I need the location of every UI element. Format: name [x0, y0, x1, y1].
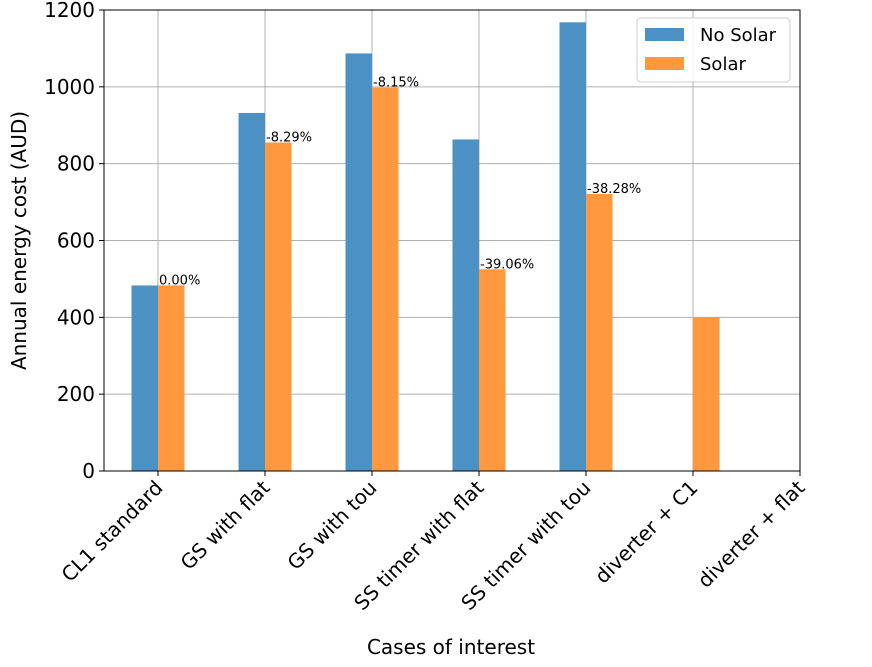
bar-annotation: -39.06% [480, 257, 534, 272]
bar-no-solar [238, 112, 265, 471]
legend-swatch-no-solar [645, 28, 684, 41]
bar-solar [586, 194, 613, 471]
x-tick-label: CL1 standard [57, 476, 168, 587]
y-tick-label: 1000 [44, 75, 95, 99]
bar-annotations: 0.00% -8.29% -8.15% -39.06% -38.28% [159, 76, 641, 289]
bar-solar [372, 87, 399, 471]
bar-annotation: -38.28% [587, 182, 641, 197]
y-tick-label: 400 [57, 305, 95, 329]
bar-solar [693, 317, 720, 471]
y-tick-label: 0 [82, 459, 95, 483]
x-tick-label: diverter + flat [693, 475, 810, 592]
y-axis-label: Annual energy cost (AUD) [7, 111, 31, 370]
x-tick-label: GS with flat [176, 475, 275, 574]
y-tick-label: 600 [57, 229, 95, 253]
legend-swatch-solar [645, 57, 684, 70]
bar-solar [158, 285, 185, 471]
legend: No Solar Solar [636, 17, 791, 83]
bar-no-solar [559, 22, 586, 471]
y-tick-label: 1200 [44, 0, 95, 22]
bars [131, 22, 720, 472]
bar-solar [479, 269, 506, 471]
bar-annotation: 0.00% [159, 273, 200, 288]
y-tick-label: 200 [57, 382, 95, 406]
x-tick-label: GS with tou [282, 476, 381, 575]
bar-no-solar [345, 53, 372, 472]
y-axis-ticks: 0 200 400 600 800 1000 1200 [44, 0, 104, 483]
legend-label-solar: Solar [700, 54, 746, 75]
bar-annotation: -8.29% [266, 131, 312, 146]
y-tick-label: 800 [57, 152, 95, 176]
bar-solar [265, 142, 292, 471]
bar-no-solar [452, 139, 479, 471]
x-axis-label: Cases of interest [367, 635, 535, 659]
bar-no-solar [131, 285, 158, 471]
x-tick-label: diverter + C1 [590, 476, 703, 589]
legend-label-no-solar: No Solar [700, 25, 777, 46]
bar-annotation: -8.15% [373, 76, 419, 91]
